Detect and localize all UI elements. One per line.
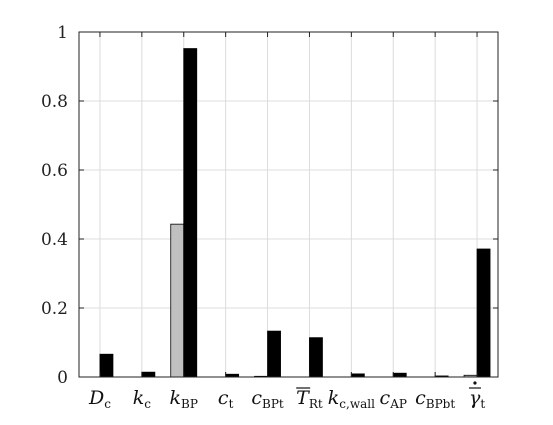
bar-series-2-2	[183, 48, 198, 378]
x-tick-label-dot-9	[473, 381, 477, 385]
bar-series-2-9	[476, 248, 491, 378]
y-tick-label-5: 1	[57, 23, 68, 43]
x-tick-label-1: kc	[133, 387, 152, 411]
x-axis-labels: Dc kc kBP ct cBPt TRt kc,wall cAP cBPbt γt	[88, 32, 485, 411]
plot-frame	[78, 31, 499, 378]
x-tick-label-3: ct	[218, 387, 234, 411]
x-tick-label-6: kc,wall	[328, 387, 375, 411]
y-axis-ticks: 0 0.2 0.4 0.6 0.8 1	[41, 23, 498, 388]
bar-series-2-5	[309, 337, 323, 378]
bar-series-2-7	[392, 372, 407, 378]
x-tick-label-2: kBP	[170, 387, 198, 411]
x-tick-label-9: γt	[469, 387, 485, 411]
grid-lines	[79, 31, 498, 378]
x-tick-label-0: Dc	[88, 387, 111, 411]
y-tick-label-4: 0.8	[41, 92, 68, 112]
bar-series-1-2	[170, 223, 185, 378]
y-tick-label-3: 0.6	[41, 161, 68, 181]
y-tick-label-0: 0	[57, 368, 68, 388]
bar-series-2-0	[99, 353, 114, 378]
x-tick-label-4: cBPt	[251, 387, 284, 411]
y-tick-label-2: 0.4	[41, 230, 68, 250]
bar-series-2-1	[141, 371, 156, 378]
bar-series-2-4	[267, 330, 281, 378]
y-tick-label-1: 0.2	[41, 299, 68, 319]
x-tick-label-5: TRt	[296, 387, 323, 411]
x-tick-label-8: cBPbt	[415, 387, 455, 411]
x-tick-label-7: cAP	[380, 387, 407, 411]
bars	[99, 48, 491, 378]
